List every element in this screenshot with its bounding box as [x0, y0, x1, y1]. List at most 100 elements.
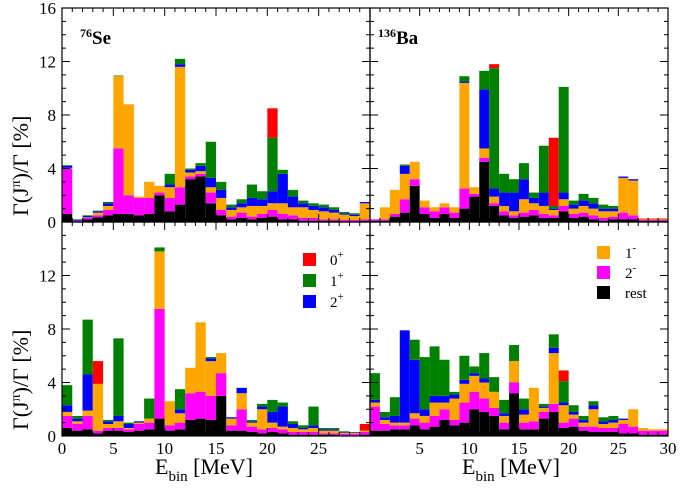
- bar-ba-positive-bin21-1minus: [578, 205, 589, 213]
- bar-ba-positive-bin3-1minus: [399, 173, 410, 200]
- bar-se-negative-bin25-rest: [318, 434, 329, 436]
- bar-se-negative-bin0-rest: [62, 427, 73, 436]
- bar-ba-negative-bin5-2plus: [419, 409, 430, 416]
- bar-ba-positive-bin5-2minus: [419, 207, 430, 214]
- bar-ba-negative-bin17-1plus: [538, 403, 549, 407]
- bar-ba-negative-bin8-2minus: [449, 419, 460, 426]
- bar-ba-positive-bin3-rest: [399, 212, 410, 222]
- bar-ba-negative-bin23-2plus: [598, 421, 609, 424]
- bar-ba-negative-bin5-1plus: [419, 357, 430, 410]
- bar-ba-negative-bin26-1minus: [628, 409, 639, 427]
- bar-se-negative-bin6-1minus: [123, 427, 134, 430]
- bar-se-negative-bin23-2minus: [298, 431, 309, 435]
- bar-ba-negative-bin18-1plus: [548, 334, 559, 348]
- bar-se-negative-bin28-2minus: [349, 433, 360, 436]
- bar-ba-negative-bin19-0plus: [558, 370, 569, 382]
- bar-se-positive-bin12-2plus: [185, 169, 196, 173]
- y-axis-title-bottom: Γ(Jπ)/Γ [%]: [8, 330, 33, 430]
- bar-se-negative-bin11-2plus: [174, 409, 186, 414]
- bar-se-positive-bin10-2plus: [164, 184, 175, 188]
- bar-se-positive-bin24-2plus: [308, 205, 319, 210]
- bar-ba-positive-bin25-rest: [618, 219, 629, 222]
- bar-ba-negative-bin11-1plus: [479, 353, 490, 379]
- bar-ba-positive-bin29-rest: [658, 220, 668, 222]
- bar-ba-negative-bin26-rest: [628, 433, 639, 436]
- bar-se-negative-bin2-1minus: [82, 410, 93, 416]
- bar-se-positive-bin29-2plus: [359, 201, 370, 204]
- xticklabel-right-10: 10: [461, 439, 478, 458]
- bar-se-positive-bin6-rest: [123, 213, 134, 222]
- legend-label-2plus-base: 2: [330, 295, 338, 311]
- bar-ba-negative-bin8-2plus: [449, 394, 460, 399]
- bar-ba-positive-bin12-1minus: [489, 196, 500, 204]
- bar-se-negative-bin18-1plus: [246, 419, 258, 422]
- bar-se-positive-bin14-1minus: [205, 187, 216, 193]
- panel-label-se-element: Se: [92, 28, 111, 49]
- bar-ba-positive-bin18-rest: [548, 217, 559, 222]
- bar-se-positive-bin25-rest: [318, 220, 329, 222]
- bar-se-positive-bin2-2plus: [82, 215, 93, 218]
- bar-ba-negative-bin4-1minus: [409, 413, 420, 419]
- bar-ba-negative-bin12-1plus: [489, 377, 500, 392]
- bar-ba-positive-bin24-rest: [608, 219, 619, 222]
- bar-ba-positive-bin9-1plus: [459, 76, 470, 82]
- bar-ba-positive-bin15-1plus: [519, 163, 529, 180]
- bar-ba-negative-bin21-2minus: [578, 426, 589, 431]
- bar-se-negative-bin1-rest: [72, 430, 83, 436]
- y-axis-title-top: Γ(Jπ)/Γ [%]: [8, 116, 33, 216]
- bar-ba-positive-bin13-1plus: [499, 173, 510, 193]
- bar-ba-positive-bin18-1minus: [548, 209, 559, 216]
- bar-se-positive-bin22-2minus: [287, 215, 299, 220]
- bar-se-positive-bin16-1plus: [226, 204, 237, 208]
- bar-se-positive-bin20-rest: [267, 216, 278, 222]
- bar-ba-negative-bin3-2plus: [399, 330, 410, 423]
- bars-se-positive: [62, 58, 370, 222]
- bar-se-positive-bin13-rest: [195, 176, 206, 222]
- bar-se-negative-bin2-2minus: [82, 415, 93, 430]
- bar-ba-negative-bin21-rest: [578, 430, 589, 436]
- bar-se-negative-bin24-1minus: [308, 427, 319, 432]
- bar-se-negative-bin3-rest: [92, 433, 104, 436]
- bar-se-positive-bin25-1minus: [318, 211, 329, 220]
- bar-ba-positive-bin25-2minus: [618, 212, 629, 220]
- bar-se-negative-bin5-2minus: [113, 427, 124, 431]
- bar-ba-negative-bin0-2minus: [370, 406, 380, 431]
- bar-ba-negative-bin29-2minus: [658, 430, 668, 435]
- bar-se-positive-bin10-rest: [164, 211, 175, 222]
- bar-ba-negative-bin28-rest: [648, 434, 659, 436]
- bar-se-positive-bin5-rest: [113, 213, 124, 222]
- bar-se-negative-bin28-2plus: [349, 431, 360, 433]
- bar-ba-positive-bin27-rest: [638, 220, 649, 222]
- yticklabel-top-16: 16: [39, 0, 56, 18]
- bar-ba-negative-bin13-1minus: [499, 415, 510, 423]
- bar-ba-positive-bin1-rest: [379, 220, 390, 222]
- panel-label-ba-element: Ba: [396, 28, 419, 49]
- bar-ba-positive-bin7-1minus: [439, 203, 450, 208]
- legend-label-0plus-base: 0: [330, 253, 338, 269]
- bar-ba-positive-bin10-rest: [469, 196, 480, 222]
- bar-se-negative-bin10-1minus: [164, 401, 175, 426]
- bar-se-positive-bin13-2plus: [195, 165, 206, 172]
- bar-ba-positive-bin17-rest: [538, 217, 549, 222]
- panel-ba-negative: [370, 330, 668, 436]
- bar-se-positive-bin12-1plus: [185, 168, 196, 170]
- bar-ba-positive-bin13-1minus: [499, 205, 510, 212]
- bar-se-negative-bin2-2plus: [82, 374, 93, 411]
- bar-se-positive-bin16-2plus: [226, 207, 237, 210]
- bar-ba-positive-bin28-1minus: [648, 217, 659, 220]
- bar-ba-positive-bin4-rest: [409, 185, 420, 222]
- bar-se-positive-bin17-2minus: [236, 212, 247, 218]
- bar-ba-negative-bin25-2plus: [618, 418, 629, 420]
- bar-se-negative-bin28-1minus: [349, 432, 360, 434]
- bar-se-negative-bin6-1plus: [123, 422, 134, 424]
- bar-se-positive-bin21-1minus: [277, 203, 288, 214]
- y-axis-title-top-rest: )/Γ [%]: [8, 116, 33, 181]
- bar-se-positive-bin16-rest: [226, 219, 237, 222]
- bar-ba-negative-bin0-1minus: [370, 402, 380, 407]
- bar-ba-negative-bin29-rest: [658, 434, 668, 436]
- xticklabel-left-20: 20: [259, 439, 276, 458]
- bar-ba-negative-bin16-rest: [528, 429, 539, 436]
- bar-se-positive-bin27-2plus: [339, 213, 350, 215]
- legend-swatch-1minus: [597, 246, 610, 259]
- bar-se-negative-bin14-2plus: [205, 358, 216, 362]
